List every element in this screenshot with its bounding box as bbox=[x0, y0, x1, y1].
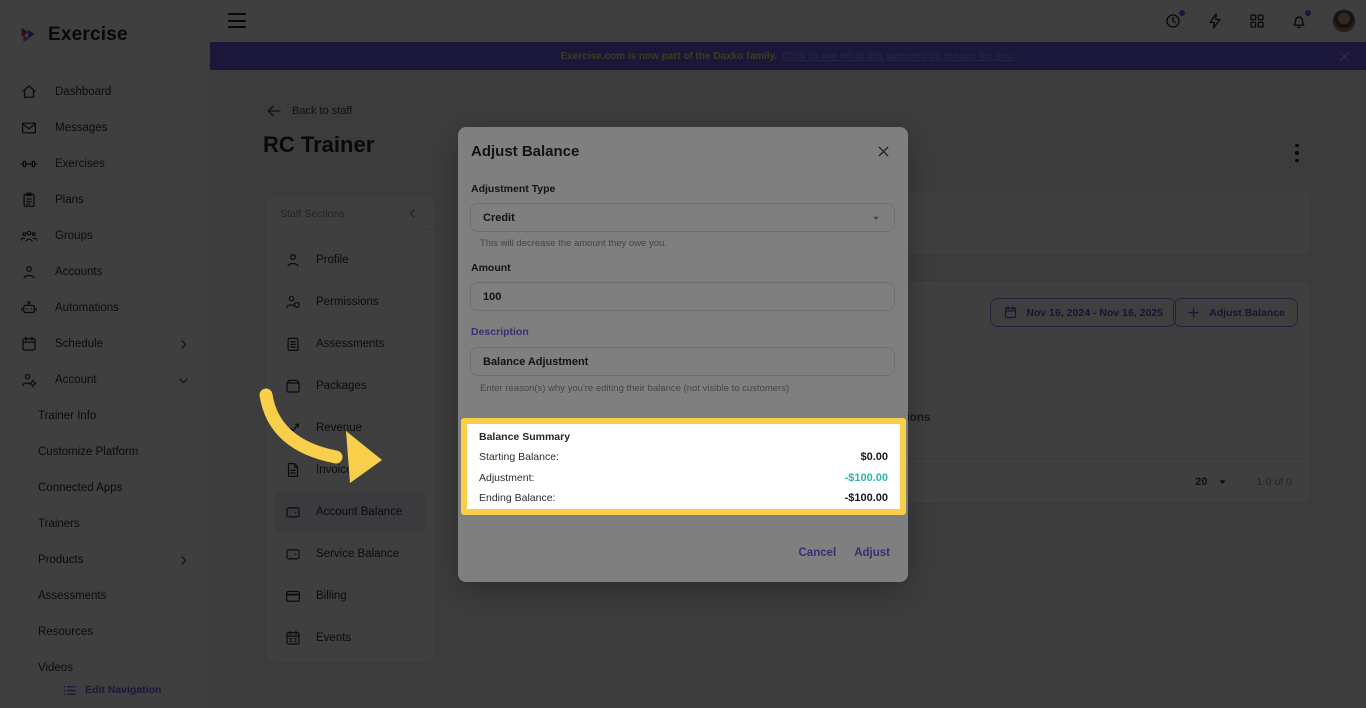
summary-row-ending-balance: Ending Balance: -$100.00 bbox=[479, 488, 888, 509]
summary-label: Adjustment: bbox=[479, 471, 535, 484]
summary-label: Ending Balance: bbox=[479, 492, 556, 504]
summary-value: $0.00 bbox=[860, 451, 888, 463]
summary-row-adjustment: Adjustment: -$100.00 bbox=[479, 468, 888, 489]
summary-value: -$100.00 bbox=[844, 492, 888, 504]
balance-summary-title: Balance Summary bbox=[479, 431, 571, 443]
summary-value: -$100.00 bbox=[844, 471, 888, 484]
balance-summary-highlight: Balance Summary Starting Balance: $0.00 … bbox=[461, 418, 906, 515]
summary-label: Starting Balance: bbox=[479, 451, 559, 463]
summary-row-starting-balance: Starting Balance: $0.00 bbox=[479, 447, 888, 468]
